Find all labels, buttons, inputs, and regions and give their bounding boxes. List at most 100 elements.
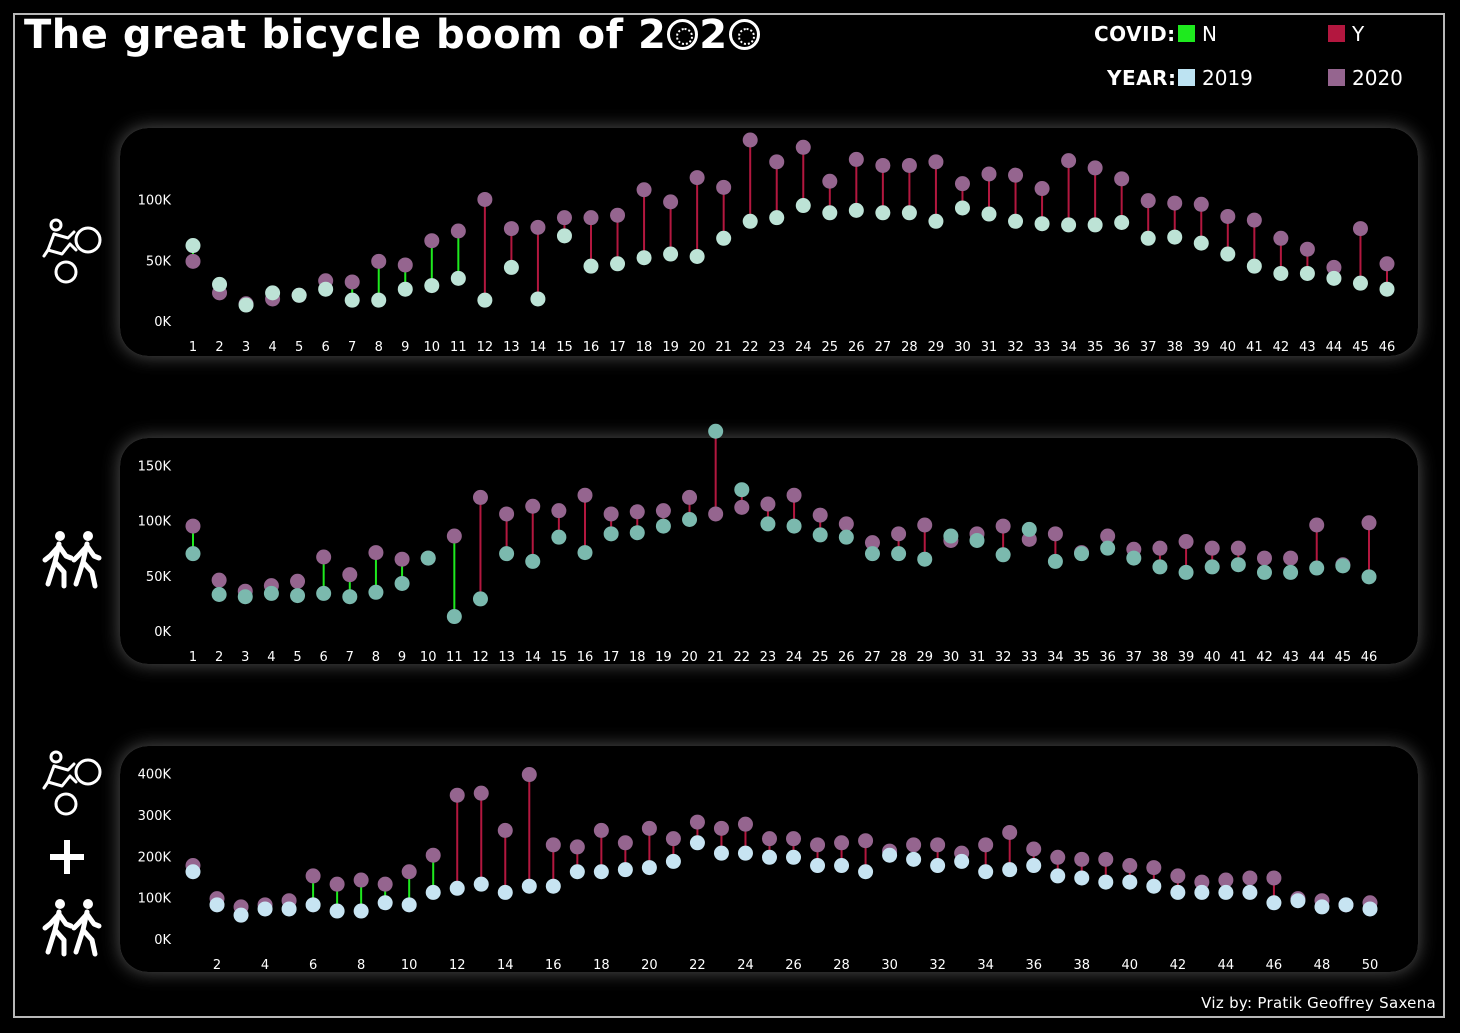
point-2020	[1140, 193, 1156, 209]
point-2020	[708, 506, 724, 522]
point-2019	[1326, 270, 1342, 286]
point-2019	[1299, 265, 1315, 281]
point-2019	[1100, 540, 1116, 556]
point-2020	[641, 820, 657, 836]
point-2020	[795, 139, 811, 155]
x-tick-label: 44	[1218, 958, 1235, 973]
y-tick-label: 0K	[154, 625, 171, 640]
point-2020	[1326, 259, 1342, 275]
point-2020	[1114, 171, 1130, 187]
point-2019	[499, 546, 515, 562]
point-2020	[1230, 540, 1246, 556]
x-tick-label: 24	[795, 340, 812, 355]
point-2020	[1256, 550, 1272, 566]
point-2019	[394, 575, 410, 591]
point-2020	[875, 157, 891, 173]
point-2020	[1047, 526, 1063, 542]
point-2020	[1220, 208, 1236, 224]
point-2020	[1266, 870, 1282, 886]
x-tick-label: 20	[689, 340, 706, 355]
x-tick-label: 8	[357, 958, 365, 973]
x-tick-label: 25	[812, 650, 829, 665]
point-2019	[1152, 559, 1168, 575]
point-2019	[420, 550, 436, 566]
point-2019	[1193, 235, 1209, 251]
point-2019	[353, 903, 369, 919]
point-2019	[943, 528, 959, 544]
x-tick-label: 14	[530, 340, 547, 355]
point-2019	[1220, 246, 1236, 262]
point-2020	[822, 173, 838, 189]
point-2019	[734, 482, 750, 498]
x-tick-label: 23	[760, 650, 777, 665]
x-tick-label: 19	[662, 340, 679, 355]
point-2020	[497, 822, 513, 838]
point-2020	[629, 504, 645, 520]
point-2019	[1087, 217, 1103, 233]
chart-panel-1	[120, 128, 1418, 356]
point-2020	[891, 526, 907, 542]
point-2019	[233, 907, 249, 923]
x-tick-label: 17	[609, 340, 626, 355]
point-2019	[209, 897, 225, 913]
x-tick-label: 4	[268, 340, 276, 355]
point-2019	[891, 546, 907, 562]
x-tick-label: 24	[786, 650, 803, 665]
y-tick-label: 0K	[154, 933, 171, 948]
chart-panel-2	[120, 438, 1418, 664]
x-tick-label: 7	[346, 650, 354, 665]
point-2019	[450, 270, 466, 286]
x-tick-label: 28	[901, 340, 918, 355]
x-tick-label: 34	[1060, 340, 1077, 355]
legend-covid-label: COVID:	[1094, 22, 1176, 46]
point-2020	[858, 833, 874, 849]
point-2019	[401, 897, 417, 913]
x-tick-label: 38	[1152, 650, 1169, 665]
point-2019	[503, 259, 519, 275]
x-tick-label: 28	[833, 958, 850, 973]
x-tick-label: 26	[785, 958, 802, 973]
point-2019	[525, 553, 541, 569]
point-2020	[636, 182, 652, 198]
x-tick-label: 34	[977, 958, 994, 973]
point-2019	[257, 901, 273, 917]
x-tick-label: 13	[503, 340, 520, 355]
point-2020	[1193, 196, 1209, 212]
point-2020	[930, 837, 946, 853]
point-2020	[663, 194, 679, 210]
point-2020	[583, 210, 599, 226]
point-2020	[1008, 167, 1024, 183]
point-2019	[978, 864, 994, 880]
point-2019	[472, 591, 488, 607]
cyclist-icon	[42, 218, 102, 284]
x-tick-label: 22	[689, 958, 706, 973]
point-2020	[812, 507, 828, 523]
x-tick-label: 20	[681, 650, 698, 665]
x-tick-label: 14	[497, 958, 514, 973]
x-tick-label: 8	[372, 650, 380, 665]
x-tick-label: 17	[603, 650, 620, 665]
x-tick-label: 6	[322, 340, 330, 355]
point-2019	[1283, 564, 1299, 580]
x-tick-label: 44	[1326, 340, 1343, 355]
point-2019	[237, 589, 253, 605]
point-2020	[446, 528, 462, 544]
point-2019	[858, 864, 874, 880]
x-tick-label: 31	[969, 650, 986, 665]
point-2020	[617, 835, 633, 851]
point-2019	[1167, 229, 1183, 245]
point-2019	[1021, 521, 1037, 537]
point-2019	[761, 849, 777, 865]
point-2020	[610, 207, 626, 223]
point-2020	[1122, 858, 1138, 874]
point-2020	[1098, 851, 1114, 867]
point-2020	[603, 506, 619, 522]
point-2019	[593, 864, 609, 880]
point-2020	[786, 487, 802, 503]
point-2019	[969, 532, 985, 548]
wheel-icon	[667, 19, 699, 50]
point-2020	[521, 767, 537, 783]
point-2019	[1146, 878, 1162, 894]
point-2019	[1314, 899, 1330, 915]
point-2019	[603, 526, 619, 542]
